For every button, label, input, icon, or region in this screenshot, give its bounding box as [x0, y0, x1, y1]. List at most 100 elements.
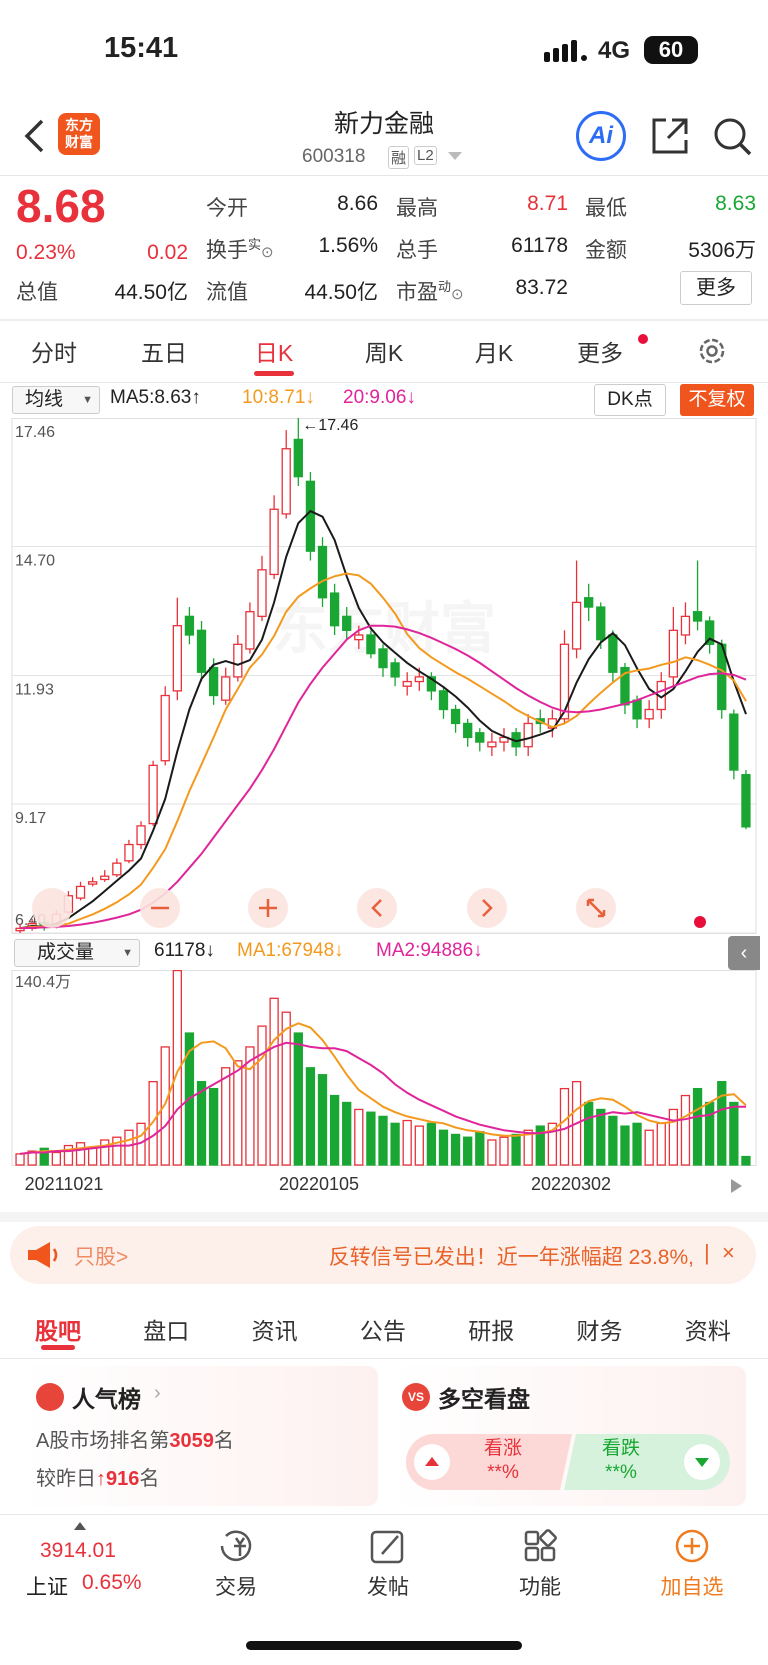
scroll-right[interactable]: [467, 888, 507, 928]
volume-bar: [390, 1122, 400, 1166]
popularity-card[interactable]: [22, 1366, 378, 1506]
content-tab[interactable]: 公告: [359, 1318, 406, 1344]
content-tab[interactable]: 资讯: [251, 1318, 298, 1344]
volume-bar: [160, 1046, 170, 1166]
ma-line: [19, 509, 747, 930]
chevron: ›: [154, 1382, 161, 1404]
settings-button[interactable]: [695, 334, 729, 368]
field-label: 换手实⊙: [206, 234, 274, 264]
candle-body: [450, 708, 461, 725]
value: **%: [487, 1462, 519, 1483]
play-button[interactable]: [726, 1176, 746, 1196]
volume-bar: [366, 1111, 376, 1166]
candle-body: [233, 643, 243, 678]
field-value: 8.66: [337, 192, 378, 215]
period-tab[interactable]: 分时: [31, 340, 77, 366]
signal-banner[interactable]: [10, 1226, 756, 1284]
label: 最高: [396, 197, 438, 220]
volume-bar: [269, 997, 279, 1166]
field-value: 8.71: [527, 192, 568, 215]
indicator-select[interactable]: 均线 ▼: [12, 386, 100, 414]
adjust-button[interactable]: 不复权: [680, 384, 754, 416]
label: 市盈: [396, 281, 438, 304]
volume-bar: [124, 1129, 134, 1166]
text: 名: [139, 1468, 160, 1490]
network: 4G: [598, 37, 631, 64]
dropdown-icon[interactable]: [448, 152, 462, 162]
back-button[interactable]: [22, 118, 46, 154]
ai-button[interactable]: Ai: [576, 111, 626, 161]
nav-item[interactable]: 加自选: [660, 1576, 724, 1599]
stock-name: 新力金融: [333, 110, 434, 138]
candle-body: [354, 634, 364, 641]
volume-bar: [342, 1101, 352, 1166]
candle-body: [342, 615, 352, 631]
nav-icons: [220, 1529, 709, 1564]
speaker-icon: [28, 1242, 58, 1268]
scroll-left[interactable]: [357, 888, 397, 928]
vote-up[interactable]: [406, 1434, 572, 1490]
volume-bar: [172, 970, 182, 1166]
content-tab[interactable]: 财务: [576, 1318, 623, 1344]
max-annotation: ←17.46: [302, 418, 358, 434]
period-tab[interactable]: 五日: [141, 340, 187, 366]
banner-close[interactable]: | ×: [704, 1240, 735, 1265]
diff: 916: [106, 1468, 140, 1490]
period-tab[interactable]: 日K: [254, 340, 294, 366]
field-label: 今开: [206, 192, 248, 222]
button[interactable]: [32, 888, 72, 928]
change: 0.02: [147, 241, 188, 264]
field-value: 44.50亿: [114, 281, 188, 304]
volume-select[interactable]: 成交量 ▼: [14, 939, 140, 967]
index-name[interactable]: 上证: [26, 1576, 68, 1599]
up-arrow: ↑: [96, 1468, 106, 1490]
field-label: 流值: [206, 276, 248, 306]
candle-body: [112, 862, 122, 876]
candle-body: [523, 722, 533, 748]
dot: [694, 916, 706, 928]
tab-underline: [254, 371, 294, 376]
status-time: 15:41: [104, 32, 179, 64]
nav-item[interactable]: 功能: [519, 1576, 561, 1599]
collapse-button[interactable]: ‹: [728, 936, 760, 970]
content-tab[interactable]: 资料: [684, 1318, 731, 1344]
content-tab[interactable]: 股吧: [35, 1318, 81, 1344]
volume-bar: [402, 1119, 412, 1166]
dk-button[interactable]: DK点: [594, 384, 666, 416]
index-pct[interactable]: 0.65%: [82, 1571, 142, 1594]
info-icon: ⊙: [261, 244, 274, 261]
info-icon: ⊙: [451, 286, 464, 303]
volume-bar: [293, 1032, 303, 1166]
y-tick-label: 140.4万: [15, 974, 71, 991]
period-tab[interactable]: 月K: [474, 340, 514, 366]
candle-body: [269, 508, 279, 576]
candle-body: [124, 843, 134, 862]
signal-icon: [544, 40, 587, 62]
candle-body: [87, 881, 98, 885]
content-tab[interactable]: 盘口: [143, 1318, 190, 1344]
share-button[interactable]: [650, 116, 690, 156]
content-tab[interactable]: 研报: [468, 1318, 515, 1344]
volume-bar: [378, 1115, 388, 1166]
battery: 60: [644, 36, 698, 64]
volume-bar: [63, 1144, 74, 1166]
label: 总值: [16, 281, 58, 304]
indicator-name: 成交量: [37, 942, 95, 963]
search-button[interactable]: [712, 116, 754, 158]
period-tab[interactable]: 周K: [364, 340, 404, 366]
vote-down[interactable]: [564, 1434, 730, 1490]
nav-item[interactable]: 交易: [215, 1576, 257, 1599]
down-vote: 看跌 **%: [602, 1437, 640, 1485]
volume-bar: [523, 1129, 533, 1166]
candle-body: [221, 676, 231, 701]
candle-body: [584, 597, 594, 608]
period-tab[interactable]: 更多: [577, 340, 623, 366]
nav-item[interactable]: 发帖: [367, 1576, 409, 1599]
volume-bar: [87, 1147, 98, 1166]
more-button[interactable]: 更多: [680, 271, 752, 305]
index-value[interactable]: 3914.01: [40, 1539, 116, 1562]
candle-body: [729, 713, 739, 771]
text: A股市场排名第: [36, 1430, 170, 1452]
volume-bar: [741, 1155, 751, 1166]
